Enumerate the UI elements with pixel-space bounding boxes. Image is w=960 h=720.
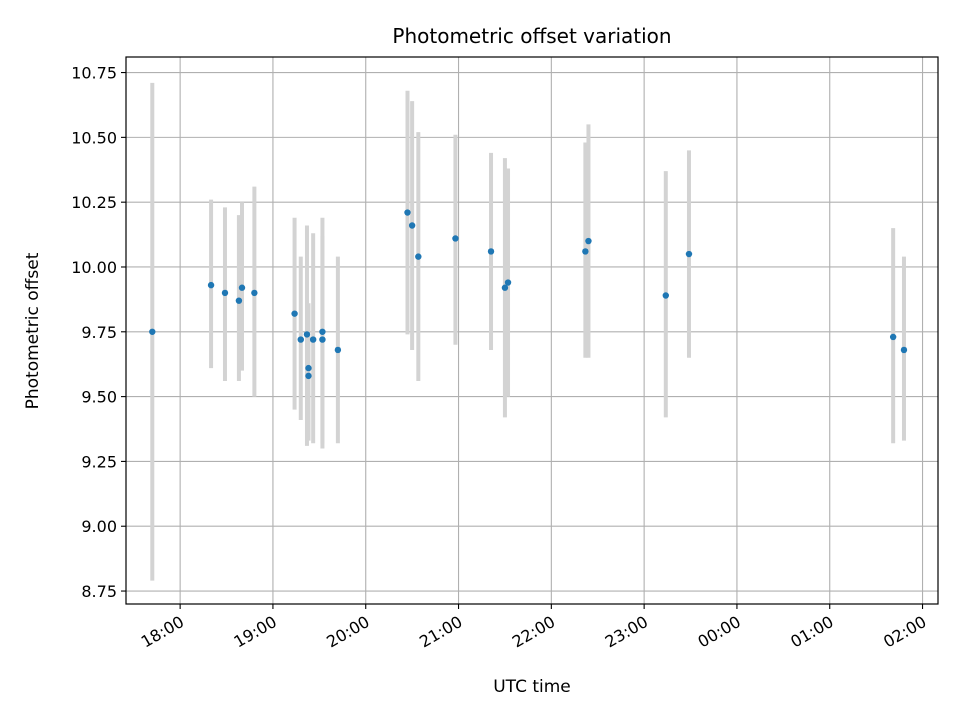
y-tick-label: 9.00 (81, 517, 117, 536)
data-point (149, 328, 156, 335)
data-point (238, 284, 246, 291)
data-point (207, 281, 215, 289)
data-point (452, 235, 459, 242)
data-point (487, 248, 495, 255)
chart-title: Photometric offset variation (392, 24, 671, 48)
data-point (291, 310, 298, 317)
data-point (334, 346, 342, 354)
data-point (415, 253, 422, 260)
y-axis-ticks: 8.75 9.00 9.25 9.50 9.75 10.00 10.25 10.50 10.75 (71, 64, 126, 601)
data-point (305, 364, 312, 372)
data-point (404, 209, 411, 216)
y-tick-label: 10.50 (71, 128, 117, 147)
data-point (504, 279, 512, 286)
data-points (149, 209, 908, 380)
y-tick-label: 8.75 (81, 582, 117, 601)
data-point (319, 328, 326, 335)
data-point (319, 336, 326, 343)
data-point (582, 248, 589, 255)
y-tick-label: 10.25 (71, 193, 117, 212)
y-axis-title: Photometric offset (23, 252, 43, 409)
data-point (305, 372, 312, 380)
y-tick-label: 9.50 (81, 388, 117, 407)
y-tick-label: 9.25 (81, 452, 117, 471)
data-point (251, 289, 258, 297)
data-point (303, 331, 311, 338)
data-point (685, 250, 693, 258)
data-point (501, 284, 509, 291)
data-point (297, 336, 304, 343)
y-tick-label: 10.00 (71, 258, 117, 277)
data-point (408, 222, 416, 229)
grid-lines (126, 57, 938, 604)
data-point (662, 292, 669, 299)
plot-frame (125, 56, 939, 605)
y-tick-label: 9.75 (81, 323, 117, 342)
data-point (900, 346, 908, 354)
data-point (889, 333, 897, 341)
data-point (309, 336, 317, 343)
y-tick-label: 10.75 (71, 64, 117, 83)
data-point (221, 289, 229, 297)
data-point (585, 237, 592, 245)
data-point (235, 297, 243, 304)
x-axis-title: UTC time (493, 677, 571, 697)
